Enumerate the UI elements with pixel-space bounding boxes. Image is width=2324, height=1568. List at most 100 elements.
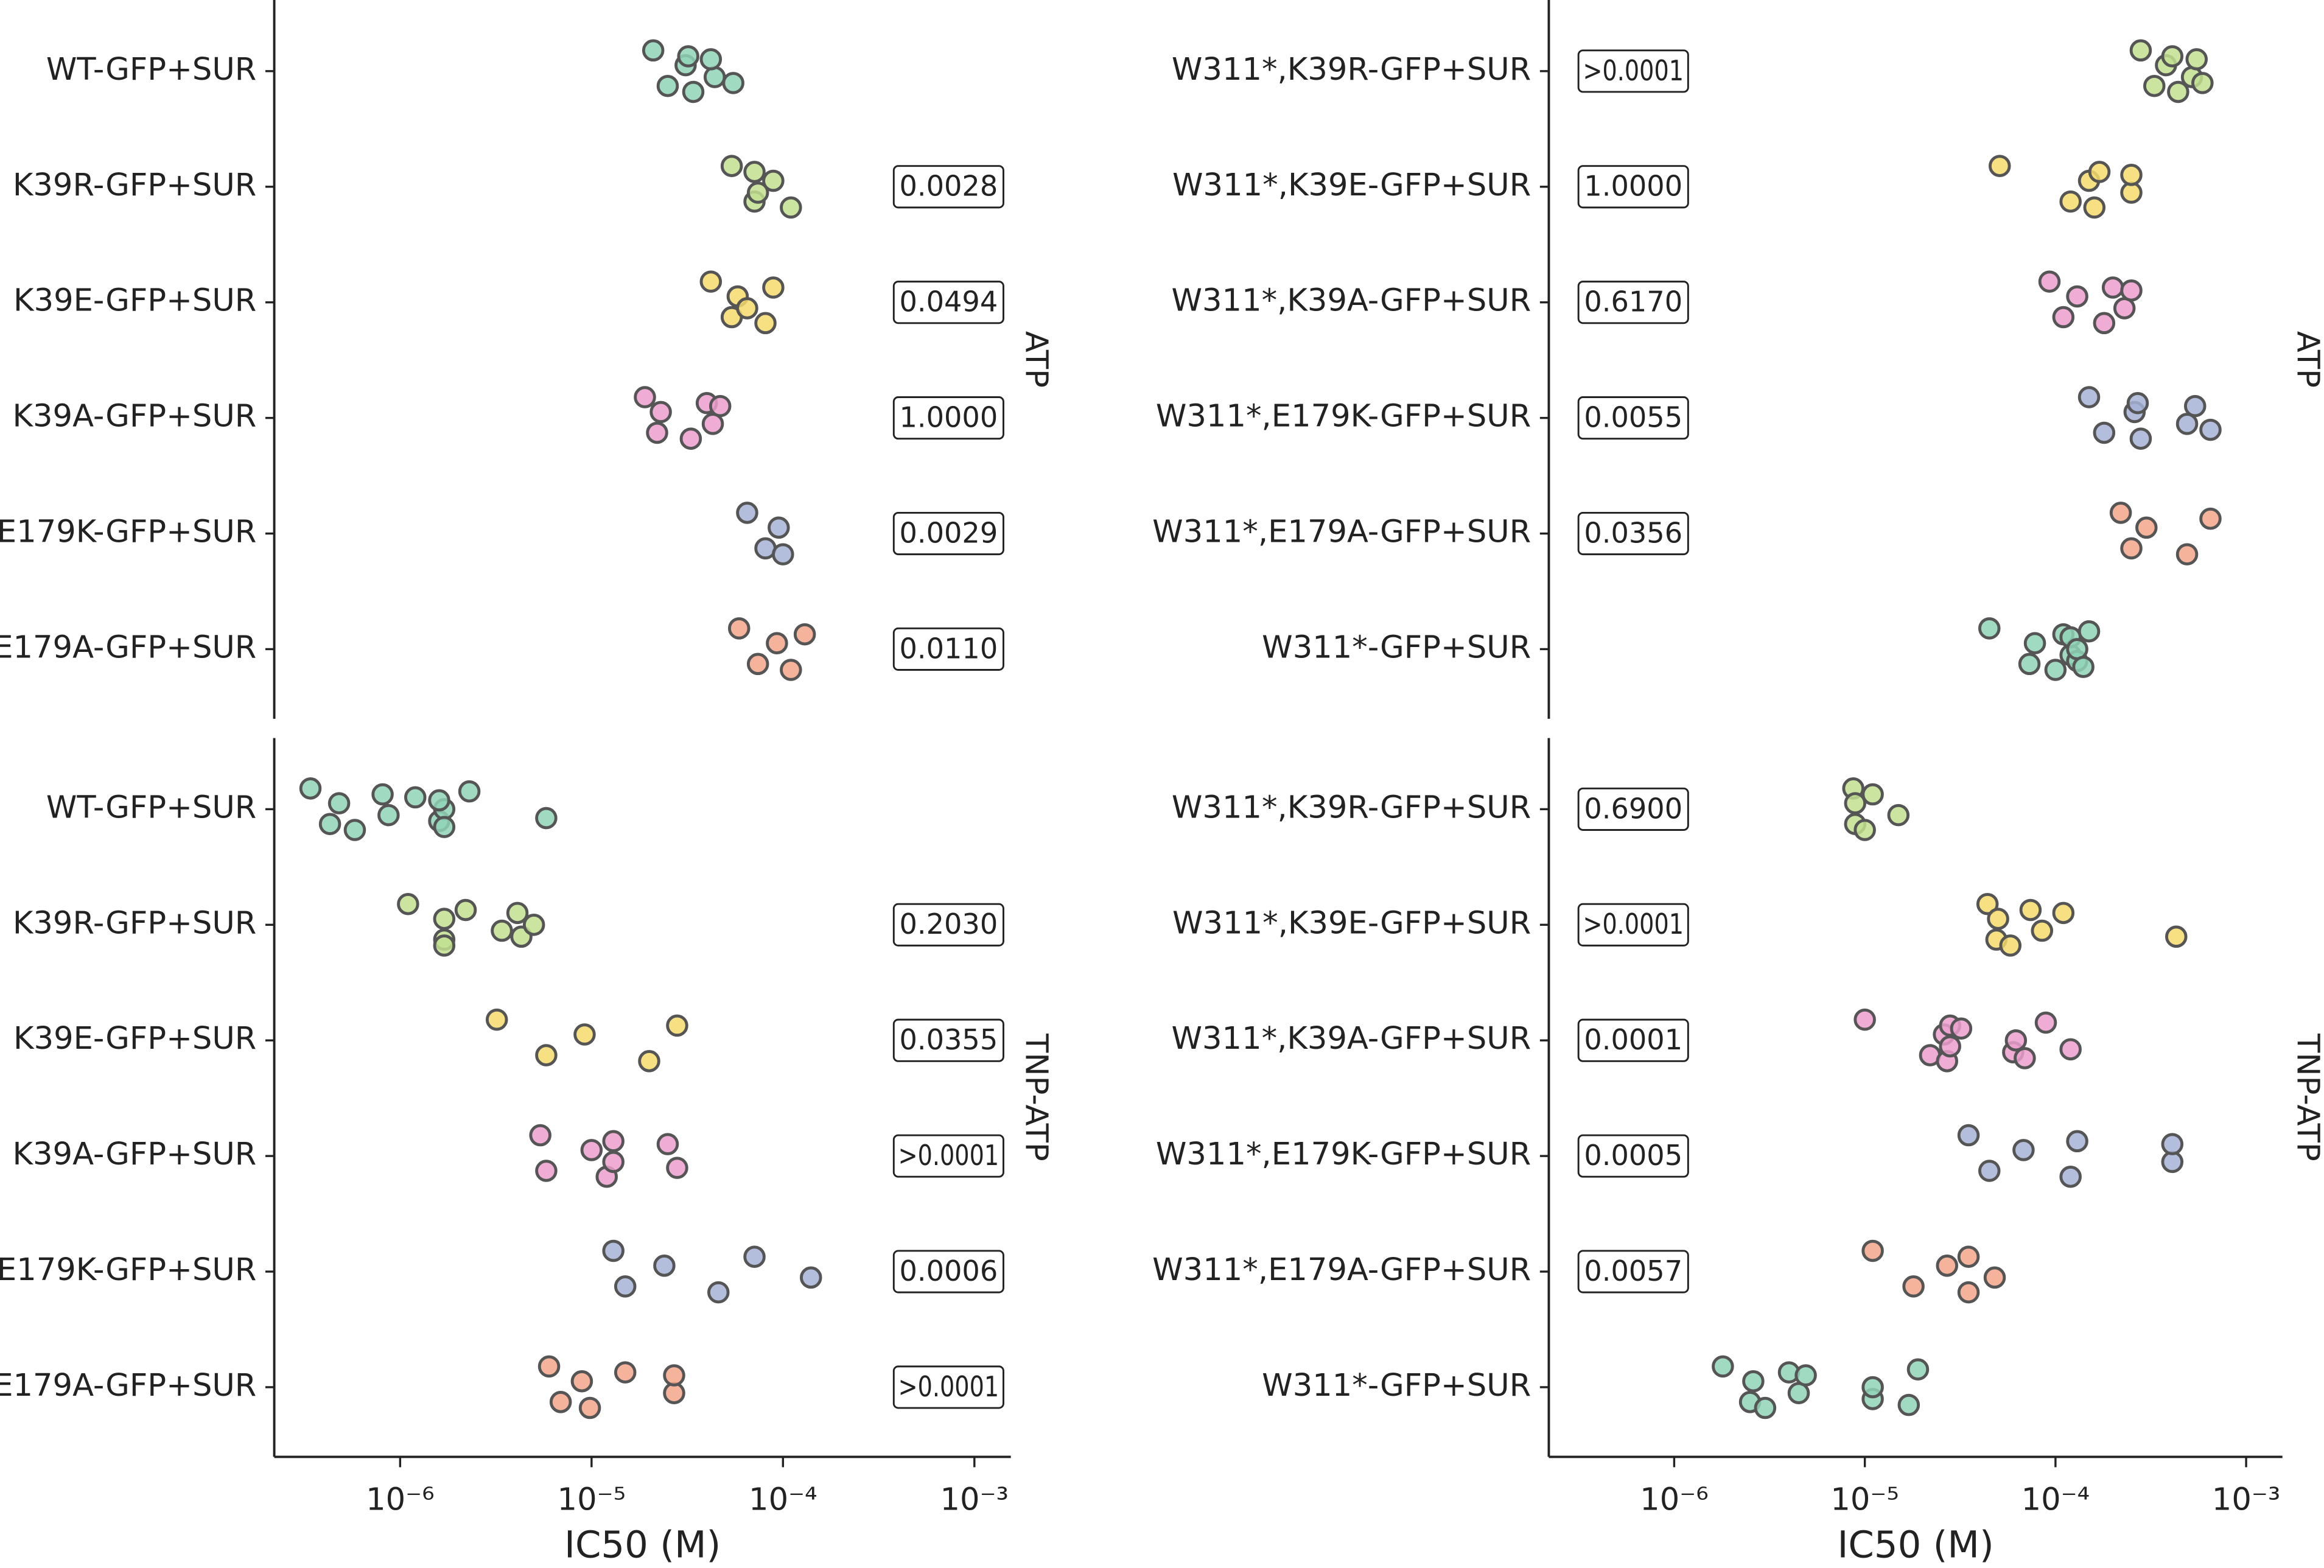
p-value-box — [892, 627, 1004, 671]
data-point — [1902, 1275, 1925, 1298]
data-point — [1853, 1008, 1876, 1031]
data-point — [762, 169, 785, 192]
p-value-box — [892, 1134, 1004, 1178]
data-point — [491, 919, 513, 942]
category-label: E179K-GFP+SUR — [0, 1252, 256, 1288]
category-label: W311*,K39R-GFP+SUR — [1172, 789, 1531, 825]
data-point — [327, 792, 351, 814]
data-point — [573, 1023, 596, 1046]
data-point — [653, 1255, 676, 1277]
category-label: W311*,K39R-GFP+SUR — [1172, 52, 1531, 88]
data-point — [2093, 312, 2116, 335]
data-point — [780, 196, 802, 219]
data-point — [2052, 901, 2075, 925]
data-point — [2066, 1130, 2088, 1153]
data-point — [2034, 1011, 2057, 1034]
data-point — [699, 48, 723, 71]
x-tick-label: 10⁻⁶ — [366, 1482, 435, 1517]
data-point — [454, 898, 477, 922]
category-label: WT-GFP+SUR — [46, 789, 257, 825]
data-point — [2135, 516, 2158, 539]
data-point — [727, 617, 751, 640]
p-value: 0.2030 — [899, 908, 998, 940]
data-point — [1983, 1266, 2006, 1289]
category-label: WT-GFP+SUR — [46, 52, 257, 88]
x-tick-label: 10⁻⁴ — [2021, 1482, 2090, 1517]
data-point — [2088, 161, 2111, 183]
p-value-box — [1577, 396, 1689, 440]
data-point — [793, 623, 816, 646]
data-point — [1976, 892, 1999, 915]
data-point — [2038, 270, 2061, 293]
p-value-box — [1577, 1134, 1689, 1178]
data-point — [2014, 1047, 2036, 1069]
data-point — [2120, 279, 2143, 302]
data-point — [2120, 537, 2143, 560]
data-point — [699, 270, 723, 293]
category-label: W311*,K39E-GFP+SUR — [1172, 905, 1531, 941]
p-value: 0.0006 — [899, 1255, 998, 1287]
p-value-box — [1577, 165, 1689, 209]
p-value: >0.0001 — [898, 1139, 999, 1172]
data-point — [656, 1133, 679, 1155]
data-point — [743, 161, 766, 183]
data-point — [2129, 39, 2152, 62]
data-point — [709, 394, 732, 418]
category-label: W311*,E179K-GFP+SUR — [1156, 1136, 1531, 1172]
data-point — [371, 783, 394, 806]
facet-label: TNP-ATP — [1018, 1033, 1054, 1161]
data-point — [1906, 1358, 1930, 1381]
data-point — [2199, 418, 2222, 441]
data-point — [736, 297, 758, 320]
data-point — [2184, 394, 2207, 418]
x-tick-label: 10⁻⁶ — [1640, 1482, 1709, 1517]
x-tick-label: 10⁻⁵ — [1830, 1482, 1899, 1517]
data-point — [535, 1044, 558, 1066]
data-point — [666, 1014, 688, 1037]
data-point — [2167, 80, 2189, 103]
x-tick-label: 10⁻³ — [2212, 1482, 2281, 1517]
p-value: 0.0005 — [1584, 1139, 1682, 1172]
category-label: W311*,E179K-GFP+SUR — [1156, 399, 1531, 435]
data-point — [736, 502, 758, 524]
data-point — [1887, 803, 1910, 827]
data-point — [722, 72, 744, 94]
data-point — [1861, 1239, 1884, 1262]
data-point — [646, 421, 668, 444]
x-tick-label: 10⁻⁴ — [749, 1482, 817, 1517]
data-point — [2059, 1165, 2082, 1188]
x-tick-label: 10⁻³ — [940, 1482, 1009, 1517]
data-point — [2059, 1038, 2082, 1061]
data-point — [1754, 1396, 1777, 1419]
data-point — [299, 777, 322, 800]
category-label: W311*,K39E-GFP+SUR — [1172, 167, 1531, 203]
p-value: 1.0000 — [899, 401, 998, 434]
data-point — [318, 813, 341, 836]
p-value-box — [892, 511, 1004, 556]
data-point — [2019, 898, 2042, 922]
p-value-box — [892, 1250, 1004, 1293]
p-value: 0.0110 — [899, 632, 998, 665]
p-value: 0.0029 — [899, 516, 998, 549]
facet-label: ATP — [2290, 331, 2324, 388]
data-point — [2044, 659, 2067, 681]
p-value-box — [1577, 281, 1689, 324]
data-point — [1978, 1160, 2001, 1182]
data-point — [642, 39, 665, 62]
data-point — [772, 543, 794, 565]
category-label: E179A-GFP+SUR — [0, 1368, 256, 1404]
data-point — [638, 1050, 660, 1073]
p-value-box — [892, 1018, 1004, 1062]
data-point — [2129, 427, 2152, 450]
data-point — [428, 789, 450, 812]
data-point — [433, 934, 456, 957]
p-value-box — [1577, 787, 1689, 831]
data-point — [397, 892, 419, 915]
data-point — [377, 803, 400, 827]
data-point — [649, 401, 672, 424]
p-value-box — [892, 1365, 1004, 1409]
data-point — [2199, 507, 2222, 530]
p-value: 1.0000 — [1584, 170, 1682, 203]
data-point — [800, 1266, 822, 1289]
p-value-box — [892, 396, 1004, 440]
